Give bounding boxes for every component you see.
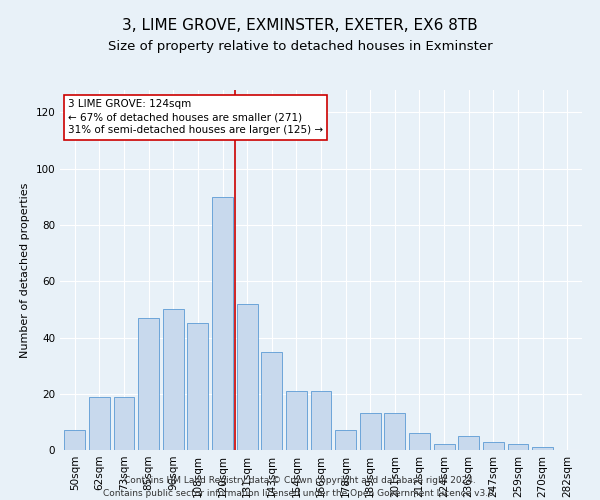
- Text: Contains HM Land Registry data © Crown copyright and database right 2024.
Contai: Contains HM Land Registry data © Crown c…: [103, 476, 497, 498]
- Y-axis label: Number of detached properties: Number of detached properties: [20, 182, 30, 358]
- Bar: [360, 414, 381, 450]
- Bar: [409, 433, 430, 450]
- Bar: [113, 396, 134, 450]
- Bar: [286, 391, 307, 450]
- Bar: [261, 352, 282, 450]
- Bar: [532, 447, 553, 450]
- Bar: [187, 324, 208, 450]
- Bar: [311, 391, 331, 450]
- Text: 3 LIME GROVE: 124sqm
← 67% of detached houses are smaller (271)
31% of semi-deta: 3 LIME GROVE: 124sqm ← 67% of detached h…: [68, 99, 323, 136]
- Text: 3, LIME GROVE, EXMINSTER, EXETER, EX6 8TB: 3, LIME GROVE, EXMINSTER, EXETER, EX6 8T…: [122, 18, 478, 32]
- Bar: [138, 318, 159, 450]
- Bar: [508, 444, 529, 450]
- Bar: [335, 430, 356, 450]
- Bar: [385, 414, 406, 450]
- Bar: [89, 396, 110, 450]
- Bar: [458, 436, 479, 450]
- Bar: [483, 442, 504, 450]
- Bar: [163, 310, 184, 450]
- Bar: [236, 304, 257, 450]
- Bar: [212, 197, 233, 450]
- Text: Size of property relative to detached houses in Exminster: Size of property relative to detached ho…: [107, 40, 493, 53]
- Bar: [64, 430, 85, 450]
- Bar: [434, 444, 455, 450]
